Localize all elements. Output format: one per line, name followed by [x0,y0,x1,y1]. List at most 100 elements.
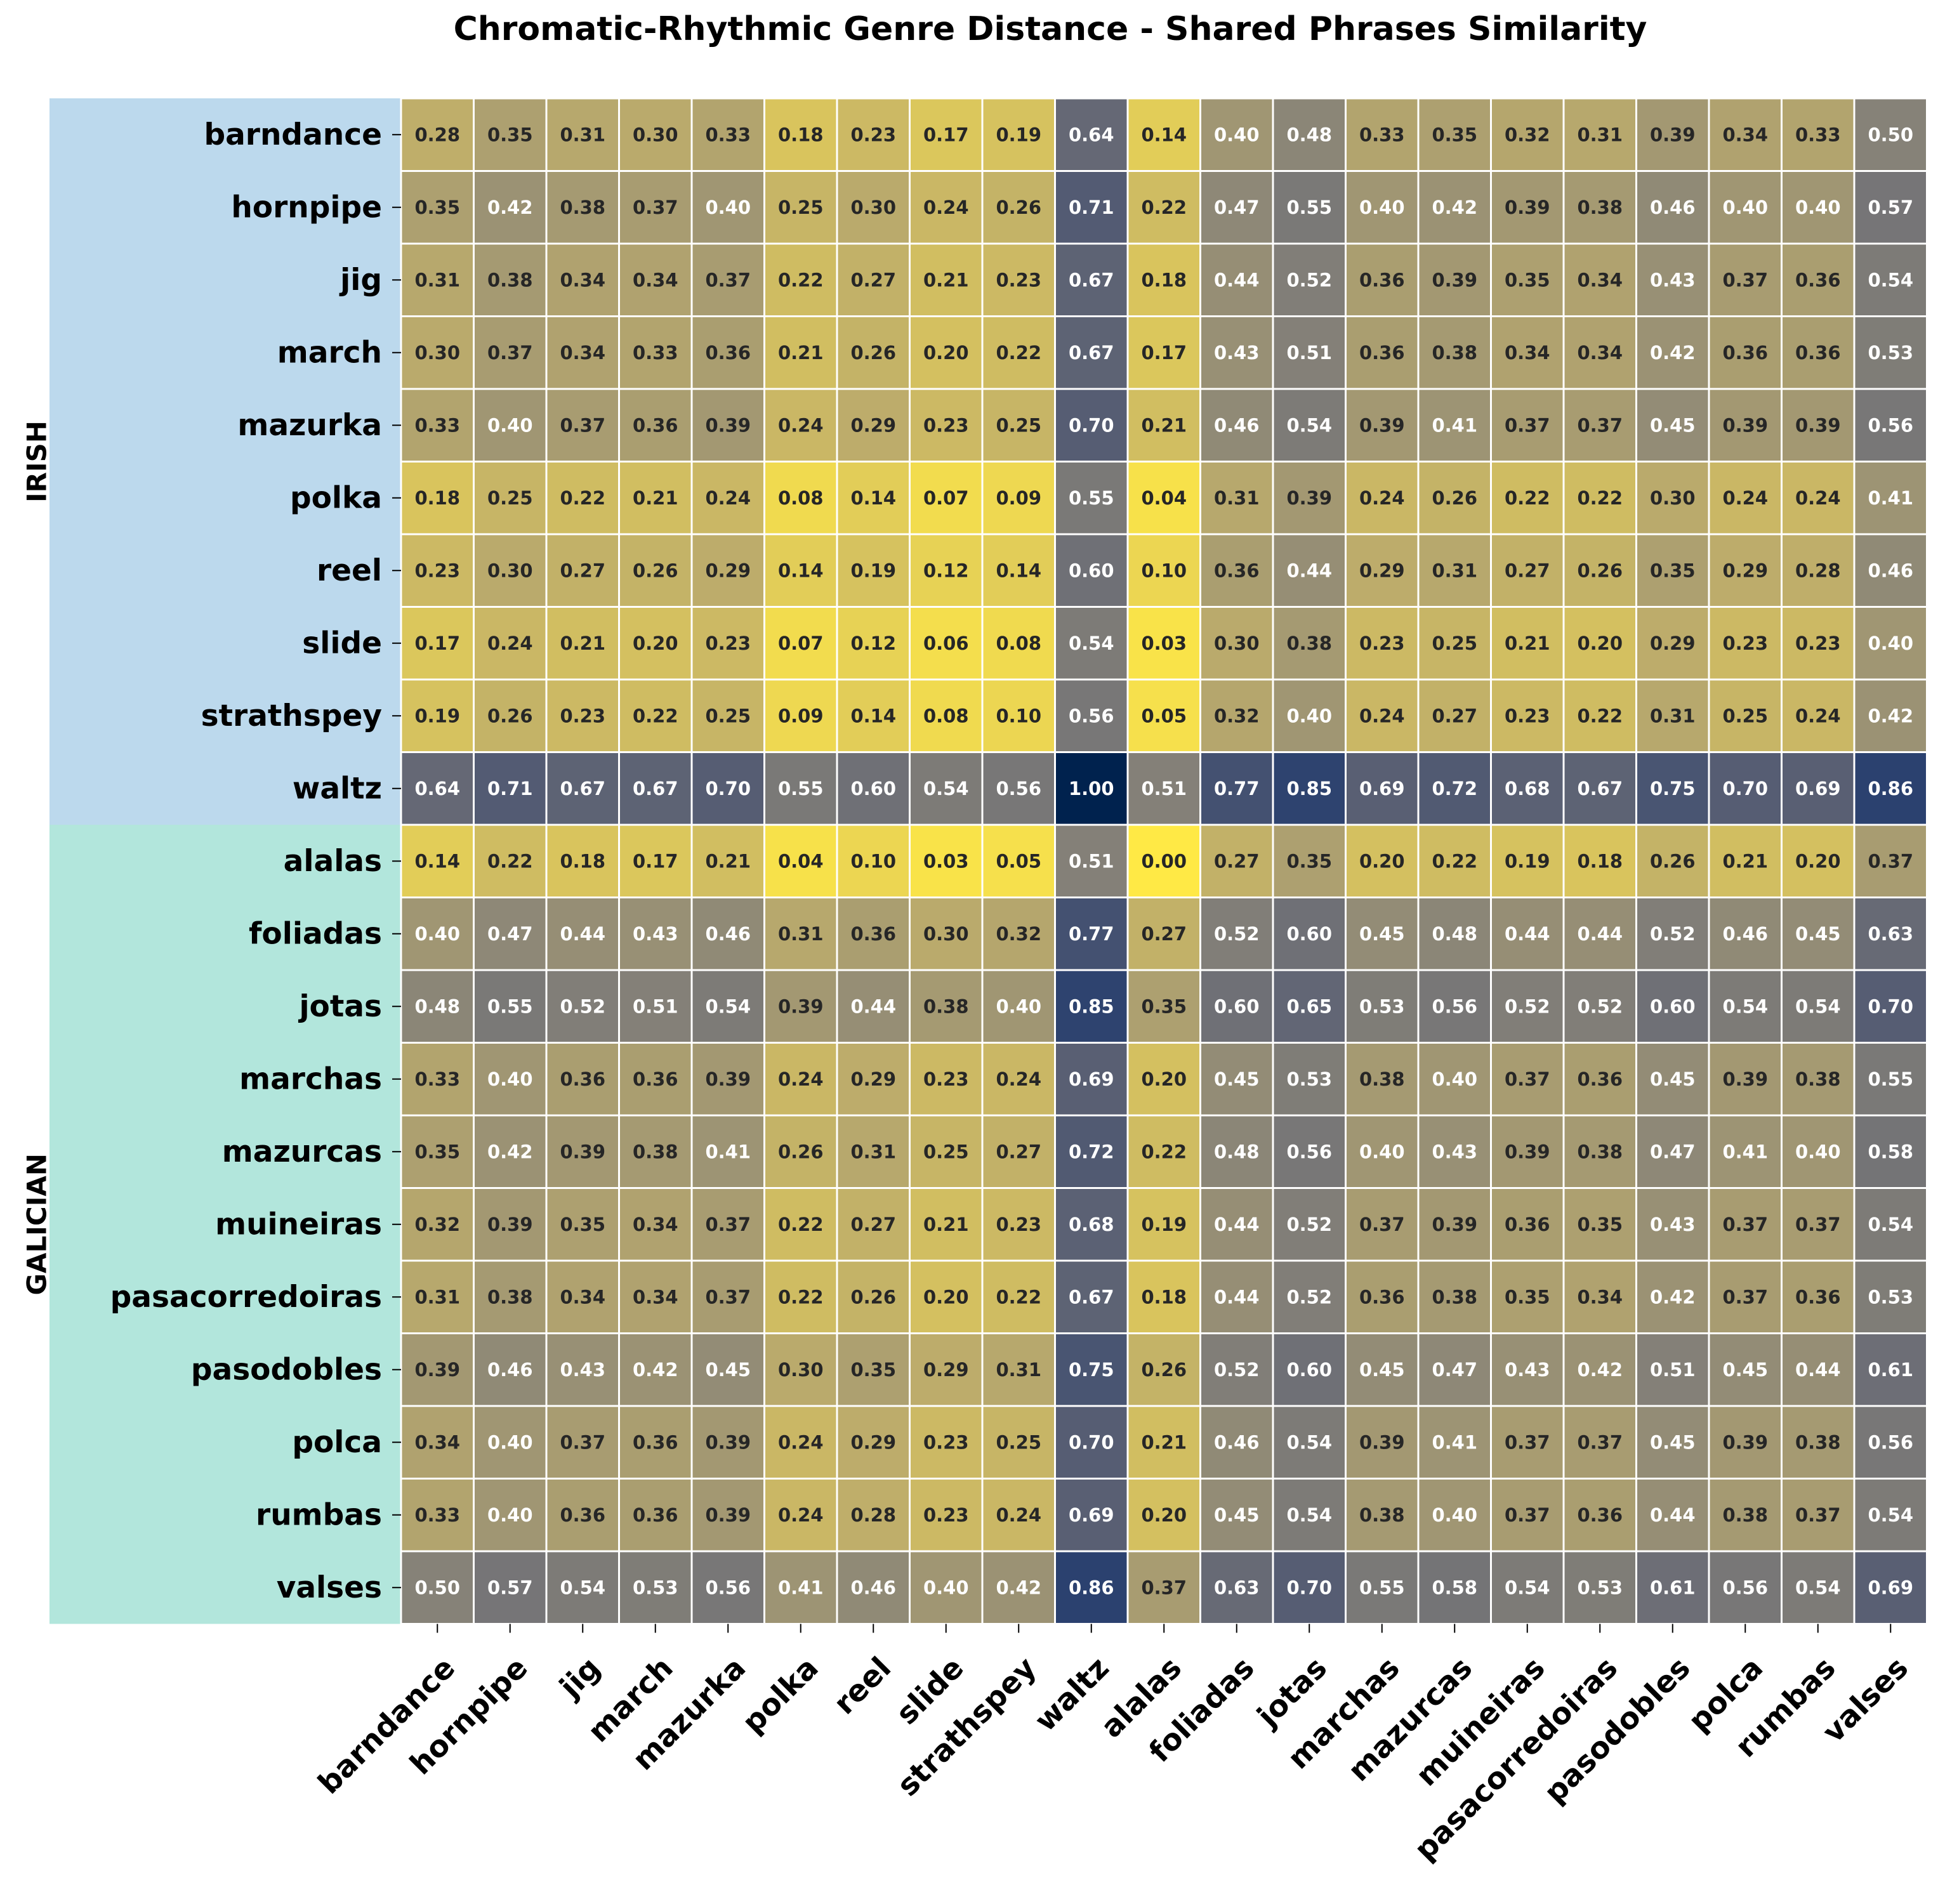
heatmap-cell-polca-reel [836,1405,911,1480]
cell-value-jig-waltz: 0.67 [1069,269,1114,291]
heatmap-cell-march-jotas [1272,315,1347,390]
cell-value-march-valses: 0.53 [1868,342,1913,364]
cell-value-mazurka-jotas: 0.54 [1286,414,1332,436]
cell-value-polca-reel: 0.29 [850,1431,896,1453]
heatmap-cell-slide-waltz [1054,606,1129,681]
heatmap-cell-strathspey-mazurcas [1417,678,1492,753]
cell-value-rumbas-valses: 0.54 [1868,1504,1913,1526]
cell-value-reel-muineiras: 0.27 [1505,560,1550,581]
cell-value-mazurcas-foliadas: 0.48 [1214,1141,1260,1162]
cell-value-reel-mazurcas: 0.31 [1432,560,1477,581]
cell-value-alalas-pasacorredoiras: 0.18 [1577,850,1623,872]
cell-value-waltz-pasodobles: 0.75 [1650,778,1696,799]
group-band-irish [49,98,401,825]
cell-value-waltz-rumbas: 0.69 [1795,778,1841,799]
cell-value-pasodobles-valses: 0.61 [1868,1359,1913,1381]
heatmap-cell-muineiras-jotas [1272,1187,1347,1262]
heatmap-cell-muineiras-barndance [400,1187,475,1262]
cell-value-strathspey-mazurka: 0.25 [705,705,751,726]
cell-value-mazurka-marchas: 0.39 [1359,414,1405,436]
cell-value-strathspey-strathspey: 0.10 [996,705,1041,726]
cell-value-mazurcas-marchas: 0.40 [1359,1141,1405,1162]
heatmap-cell-jotas-alalas [1126,969,1201,1044]
column-label-polka: polka [735,1650,825,1740]
cell-value-pasacorredoiras-barndance: 0.31 [414,1286,460,1308]
cell-value-hornpipe-polca: 0.40 [1722,197,1768,218]
cell-value-march-reel: 0.26 [850,342,896,364]
cell-value-foliadas-strathspey: 0.32 [996,923,1041,945]
row-label-strathspey: strathspey [201,699,382,733]
cell-value-barndance-waltz: 0.64 [1069,124,1114,145]
heatmap-cell-marchas-polka [763,1042,838,1117]
cell-value-hornpipe-foliadas: 0.47 [1214,197,1260,218]
heatmap-cell-marchas-foliadas [1199,1042,1274,1117]
cell-value-strathspey-polca: 0.25 [1722,705,1768,726]
heatmap-cell-marchas-marchas [1345,1042,1420,1117]
heatmap-cell-slide-marchas [1345,606,1420,681]
cell-value-pasacorredoiras-muineiras: 0.35 [1505,1286,1550,1308]
heatmap-cell-slide-hornpipe [473,606,548,681]
heatmap-cell-hornpipe-reel [836,170,911,245]
heatmap-cell-pasodobles-barndance [400,1332,475,1407]
cell-value-mazurka-slide: 0.23 [923,414,969,436]
row-label-slide: slide [302,626,382,660]
heatmap-cell-march-muineiras [1490,315,1565,390]
cell-value-foliadas-marchas: 0.45 [1359,923,1405,945]
heatmap-cell-reel-strathspey [981,533,1056,608]
cell-value-polca-polca: 0.39 [1722,1431,1768,1453]
heatmap-cell-jig-polca [1708,242,1783,317]
cell-value-muineiras-jig: 0.35 [560,1214,605,1235]
cell-value-foliadas-polca: 0.46 [1722,923,1768,945]
heatmap-cell-pasodobles-strathspey [981,1332,1056,1407]
heatmap-cell-muineiras-reel [836,1187,911,1262]
cell-value-pasodobles-rumbas: 0.44 [1795,1359,1841,1381]
cell-value-reel-march: 0.26 [633,560,678,581]
cell-value-polca-polka: 0.24 [778,1431,824,1453]
heatmap-cell-alalas-foliadas [1199,824,1274,898]
cell-value-rumbas-jotas: 0.54 [1286,1504,1332,1526]
heatmap-cell-strathspey-alalas [1126,678,1201,753]
cell-value-polka-polca: 0.24 [1722,487,1768,509]
cell-value-marchas-strathspey: 0.24 [996,1068,1041,1090]
row-label-alalas: alalas [284,844,382,879]
cell-value-valses-march: 0.53 [633,1577,678,1598]
heatmap-cell-hornpipe-polca [1708,170,1783,245]
cell-value-foliadas-pasodobles: 0.52 [1650,923,1696,945]
heatmap-cell-waltz-valses [1853,751,1928,826]
chart-title: Chromatic-Rhythmic Genre Distance - Shar… [454,10,1647,48]
heatmap-cell-march-jig [545,315,620,390]
heatmap-cell-strathspey-jig [545,678,620,753]
heatmap-cell-strathspey-valses [1853,678,1928,753]
cell-value-mazurcas-pasodobles: 0.47 [1650,1141,1696,1162]
cell-value-pasacorredoiras-march: 0.34 [633,1286,678,1308]
row-tick-labels: barndance hornpipe jig march mazurka polka ree… [110,117,382,1605]
cell-value-polca-jotas: 0.54 [1286,1431,1332,1453]
cell-value-alalas-march: 0.17 [633,850,678,872]
heatmap-cell-rumbas-alalas [1126,1478,1201,1553]
cell-value-waltz-marchas: 0.69 [1359,778,1405,799]
cell-value-marchas-reel: 0.29 [850,1068,896,1090]
heatmap-cell-reel-reel [836,533,911,608]
cell-value-jotas-slide: 0.38 [923,995,969,1017]
cell-value-rumbas-waltz: 0.69 [1069,1504,1114,1526]
heatmap-cell-muineiras-foliadas [1199,1187,1274,1262]
heatmap-cell-rumbas-pasodobles [1635,1478,1710,1553]
cell-value-strathspey-pasacorredoiras: 0.22 [1577,705,1623,726]
heatmap-cell-reel-pasacorredoiras [1562,533,1637,608]
cell-value-waltz-polca: 0.70 [1722,778,1768,799]
cell-value-valses-hornpipe: 0.57 [487,1577,533,1598]
cell-value-rumbas-slide: 0.23 [923,1504,969,1526]
cell-value-barndance-valses: 0.50 [1868,124,1913,145]
cell-value-muineiras-muineiras: 0.36 [1505,1214,1550,1235]
heatmap-cell-polka-reel [836,461,911,535]
cell-value-mazurka-mazurka: 0.39 [705,414,751,436]
cell-value-pasodobles-waltz: 0.75 [1069,1359,1114,1381]
cell-value-waltz-reel: 0.60 [850,778,896,799]
cell-value-valses-polka: 0.41 [778,1577,824,1598]
heatmap-cell-waltz-jig [545,751,620,826]
heatmap-cell-muineiras-hornpipe [473,1187,548,1262]
cell-value-jig-barndance: 0.31 [414,269,460,291]
heatmap-cell-muineiras-mazurcas [1417,1187,1492,1262]
cell-value-jig-valses: 0.54 [1868,269,1913,291]
cell-value-jotas-rumbas: 0.54 [1795,995,1841,1017]
